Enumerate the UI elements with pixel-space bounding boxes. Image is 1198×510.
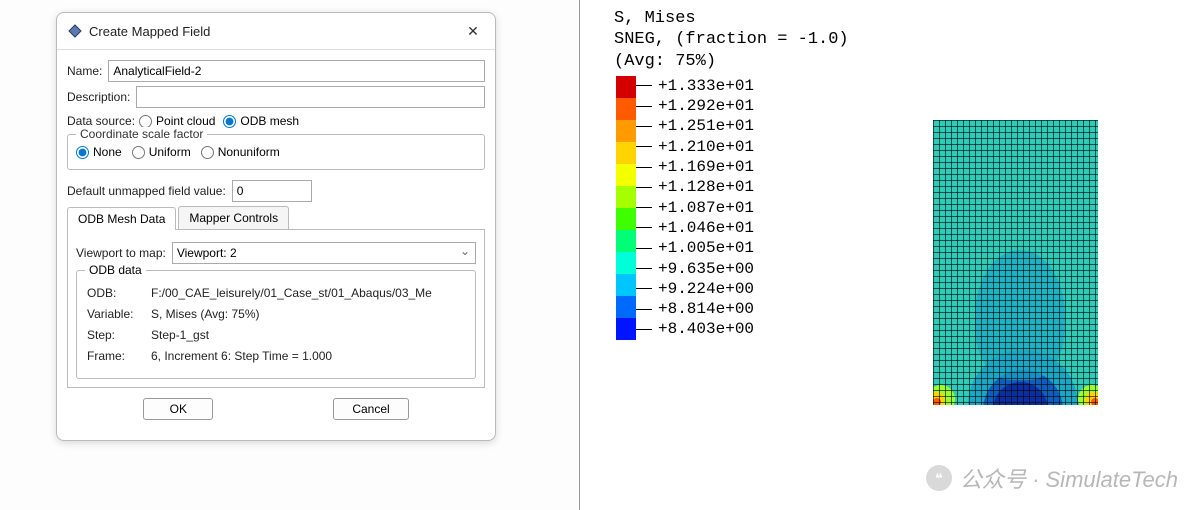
- viewport-label: Viewport to map:: [76, 246, 166, 260]
- odb-mesh-radio[interactable]: [223, 115, 236, 128]
- legend-tick: +8.814e+00: [636, 299, 754, 319]
- titlebar: Create Mapped Field ✕: [57, 13, 495, 50]
- legend-color-cell: [616, 164, 636, 186]
- tab-content: Viewport to map: ODB data ODB:F:/00_CAE_…: [67, 230, 485, 388]
- odb-path-label: ODB:: [87, 286, 151, 300]
- scale-uniform-label: Uniform: [149, 145, 191, 159]
- legend-tick: +1.210e+01: [636, 137, 754, 157]
- legend-color-cell: [616, 230, 636, 252]
- coord-scale-legend: Coordinate scale factor: [76, 127, 207, 141]
- step-value: Step-1_gst: [151, 328, 209, 342]
- unmapped-label: Default unmapped field value:: [67, 184, 226, 198]
- viewport-select[interactable]: [172, 242, 476, 264]
- watermark-text: 公众号 · SimulateTech: [960, 462, 1178, 494]
- legend-color-cell: [616, 252, 636, 274]
- result-title-line2: SNEG, (fraction = -1.0): [614, 29, 1198, 50]
- unmapped-input[interactable]: [232, 180, 312, 202]
- description-input[interactable]: [136, 86, 485, 108]
- legend-color-cell: [616, 98, 636, 120]
- legend-tick: +1.128e+01: [636, 177, 754, 197]
- app-icon: [67, 23, 83, 39]
- odb-mesh-label: ODB mesh: [240, 114, 299, 128]
- viewport-panel: S, Mises SNEG, (fraction = -1.0) (Avg: 7…: [580, 0, 1198, 510]
- legend-tick: +1.046e+01: [636, 218, 754, 238]
- close-icon[interactable]: ✕: [461, 19, 485, 43]
- point-cloud-radio[interactable]: [139, 115, 152, 128]
- scale-uniform-radio[interactable]: [132, 146, 145, 159]
- wechat-icon: ❝: [926, 465, 952, 491]
- watermark: ❝ 公众号 · SimulateTech: [926, 462, 1178, 494]
- legend-tick: +9.635e+00: [636, 258, 754, 278]
- legend-tick: +1.251e+01: [636, 116, 754, 136]
- cancel-button[interactable]: Cancel: [333, 398, 408, 420]
- frame-label: Frame:: [87, 349, 151, 363]
- legend-tick: +8.403e+00: [636, 319, 754, 339]
- legend-color-cell: [616, 142, 636, 164]
- result-title-line3: (Avg: 75%): [614, 51, 1198, 72]
- legend-color-cell: [616, 318, 636, 340]
- create-mapped-field-dialog: Create Mapped Field ✕ Name: Description:…: [56, 12, 496, 441]
- result-title-line1: S, Mises: [614, 8, 1198, 29]
- odb-data-legend: ODB data: [85, 263, 146, 277]
- legend-tick: +9.224e+00: [636, 279, 754, 299]
- tab-mapper-controls[interactable]: Mapper Controls: [178, 206, 289, 229]
- color-legend: +1.333e+01+1.292e+01+1.251e+01+1.210e+01…: [616, 76, 754, 340]
- scale-nonuniform-label: Nonuniform: [218, 145, 280, 159]
- legend-color-cell: [616, 274, 636, 296]
- name-input[interactable]: [108, 60, 485, 82]
- legend-color-cell: [616, 296, 636, 318]
- scale-nonuniform-radio[interactable]: [201, 146, 214, 159]
- tab-odb-mesh-data[interactable]: ODB Mesh Data: [67, 207, 176, 230]
- ok-button[interactable]: OK: [143, 398, 213, 420]
- legend-tick: +1.292e+01: [636, 96, 754, 116]
- scale-none-radio[interactable]: [76, 146, 89, 159]
- point-cloud-label: Point cloud: [156, 114, 215, 128]
- variable-value: S, Mises (Avg: 75%): [151, 307, 259, 321]
- scale-none-label: None: [93, 145, 122, 159]
- frame-value: 6, Increment 6: Step Time = 1.000: [151, 349, 332, 363]
- legend-color-cell: [616, 208, 636, 230]
- odb-path-value: F:/00_CAE_leisurely/01_Case_st/01_Abaqus…: [151, 286, 432, 300]
- legend-tick: +1.333e+01: [636, 76, 754, 96]
- legend-color-cell: [616, 186, 636, 208]
- coord-scale-group: Coordinate scale factor None Uniform Non…: [67, 134, 485, 170]
- legend-tick: +1.005e+01: [636, 238, 754, 258]
- odb-data-group: ODB data ODB:F:/00_CAE_leisurely/01_Case…: [76, 270, 476, 379]
- variable-label: Variable:: [87, 307, 151, 321]
- description-label: Description:: [67, 90, 130, 104]
- dialog-title: Create Mapped Field: [89, 24, 461, 39]
- tabs: ODB Mesh Data Mapper Controls: [67, 206, 485, 230]
- legend-tick: +1.087e+01: [636, 198, 754, 218]
- legend-color-cell: [616, 76, 636, 98]
- legend-tick: +1.169e+01: [636, 157, 754, 177]
- step-label: Step:: [87, 328, 151, 342]
- name-label: Name:: [67, 64, 102, 78]
- legend-color-cell: [616, 120, 636, 142]
- data-source-label: Data source:: [67, 114, 135, 128]
- contour-plot: [933, 120, 1098, 405]
